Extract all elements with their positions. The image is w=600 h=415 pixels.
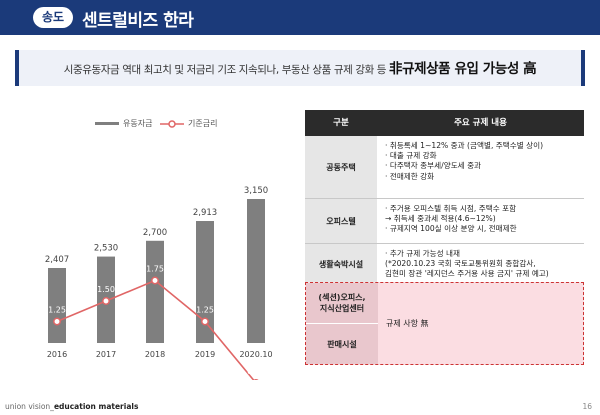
banner-text: 시중유동자금 역대 최고치 및 저금리 기조 지속되나, 부동산 상품 규제 강…	[63, 64, 389, 76]
location-badge: 송도	[33, 7, 73, 28]
bar-value-label: 2,700	[143, 228, 167, 238]
x-tick-label: 2016	[47, 350, 67, 359]
x-tick-label: 2020.10	[239, 350, 272, 359]
row-line: → 취득세 중과세 적용(4.6~12%)	[385, 214, 496, 224]
regulation-table: 구분 주요 규제 내용 공동주택 · 취등록세 1~12% 중과 (금액별, 주…	[305, 110, 584, 284]
bar-value-label: 3,150	[244, 186, 268, 196]
rate-point	[151, 276, 159, 285]
legend-bar-label: 유동자금	[123, 119, 152, 128]
table-row: 공동주택 · 취등록세 1~12% 중과 (금액별, 주택수별 상이) · 대출…	[305, 136, 584, 199]
footer-prefix: union vision_	[5, 402, 54, 411]
highlight-content: 규제 사항 無	[386, 319, 429, 328]
rate-value-label: 1.50	[97, 285, 115, 294]
bar-value-label: 2,530	[94, 244, 118, 254]
row-line: 김현미 장관 '레지던스 주거용 사용 금지' 규제 예고)	[385, 269, 549, 279]
rate-value-label: 1.25	[48, 306, 66, 315]
page-number: 16	[582, 402, 592, 411]
row-line: · 주거용 오피스텔 취득 시점, 주택수 포함	[385, 204, 517, 213]
row-line: · 다주택자 종부세/양도세 중과	[385, 161, 482, 171]
header-bar: 송도 센트럴비즈 한라	[0, 0, 600, 35]
bar	[146, 240, 164, 343]
bar-value-label: 2,913	[193, 208, 217, 218]
x-tick-label: 2017	[96, 350, 116, 359]
legend-line-label: 기준금리	[188, 119, 217, 128]
highlight-category: (섹션)오피스, 지식산업센터	[306, 283, 378, 323]
legend-line-marker	[168, 120, 176, 128]
row-line: · 전매제한 강화	[385, 171, 435, 181]
chart: 유동자금 기준금리 2,407 2016 2,530 2017 2,700 2018 2,913…	[0, 100, 300, 387]
header-content: 주요 규제 내용	[454, 118, 507, 128]
row-category: 공동주택	[305, 136, 377, 198]
bar	[48, 268, 66, 343]
chart-svg: 유동자금 기준금리 2,407 2016 2,530 2017 2,700 2018 2,913…	[45, 119, 273, 387]
rate-value-label: 1.25	[196, 306, 214, 315]
rate-point	[201, 317, 209, 326]
row-content: · 주거용 오피스텔 취득 시점, 주택수 포함 → 취득세 중과세 적용(4.…	[377, 199, 584, 243]
legend-bar-swatch	[95, 122, 119, 125]
row-line: · 추가 규제 가능성 내재	[385, 249, 460, 258]
row-content: · 취등록세 1~12% 중과 (금액별, 주택수별 상이) · 대출 규제 강…	[377, 136, 584, 198]
footer: union vision_education materials	[5, 402, 138, 411]
header-category: 구분	[333, 118, 349, 128]
rate-value-label: 0.50	[247, 367, 265, 376]
x-tick-label: 2018	[145, 350, 165, 359]
highlight-row: (섹션)오피스, 지식산업센터 판매시설 규제 사항 無	[305, 282, 584, 365]
row-content: · 추가 규제 가능성 내재 (*2020.10.23 국회 국토교통위원회 종…	[377, 244, 584, 284]
footer-bold: education materials	[53, 402, 139, 411]
table-row: 생활숙박시설 · 추가 규제 가능성 내재 (*2020.10.23 국회 국토…	[305, 244, 584, 284]
rate-point	[102, 297, 110, 305]
table-header: 구분 주요 규제 내용	[305, 110, 584, 136]
row-line: · 취등록세 1~12% 중과 (금액별, 주택수별 상이)	[385, 141, 544, 150]
bar	[247, 199, 265, 343]
row-line: · 대출 규제 강화	[385, 151, 437, 161]
bar-value-label: 2,407	[45, 255, 69, 265]
page-title: 센트럴비즈 한라	[82, 11, 194, 31]
row-line: · 규제지역 100실 이상 분양 시, 전매제한	[385, 224, 517, 234]
row-category: 생활숙박시설	[305, 244, 377, 284]
rate-point	[53, 317, 61, 326]
summary-banner: 시중유동자금 역대 최고치 및 저금리 기조 지속되나, 부동산 상품 규제 강…	[15, 50, 585, 86]
table-row: 오피스텔 · 주거용 오피스텔 취득 시점, 주택수 포함 → 취득세 중과세 …	[305, 199, 584, 244]
highlight-category: 판매시설	[306, 323, 378, 364]
x-tick-label: 2019	[195, 350, 215, 359]
rate-value-label: 1.75	[146, 265, 164, 274]
row-line: (*2020.10.23 국회 국토교통위원회 종합감사,	[385, 259, 536, 269]
banner-highlight: 非규제상품 유입 가능성 高	[388, 61, 537, 77]
row-category: 오피스텔	[305, 199, 377, 243]
bar	[196, 221, 214, 343]
